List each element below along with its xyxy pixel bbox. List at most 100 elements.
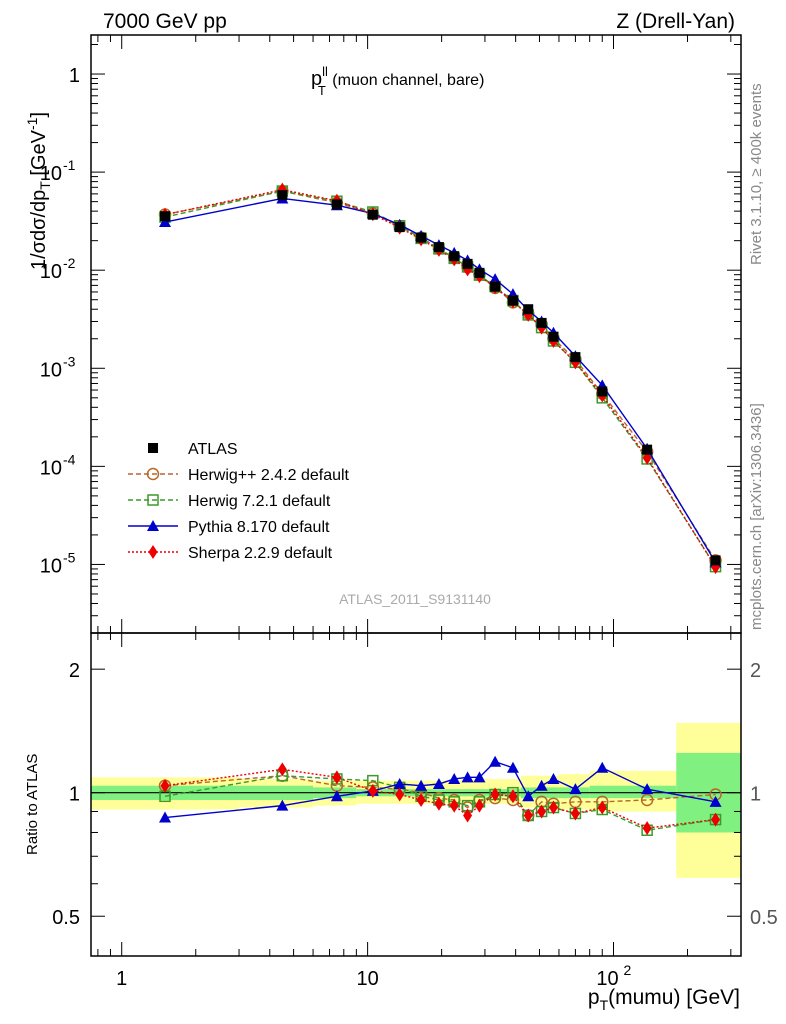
data-point-atlas (710, 555, 721, 566)
ratio-point-sherpa (474, 798, 484, 813)
ratio-point-pythia (596, 761, 609, 773)
legend-label-atlas: ATLAS (188, 441, 238, 458)
ratio-point-pythia (709, 795, 722, 807)
watermark: ATLAS_2011_S9131140 (339, 591, 491, 607)
y-tick-label: 10 (40, 555, 62, 577)
ratio-point-pythia (641, 783, 654, 795)
ratio-point-sherpa (642, 821, 652, 836)
ratio-point-pythia (506, 761, 519, 773)
x-tick-label: 1 (116, 968, 127, 990)
data-point-atlas (449, 251, 460, 262)
data-point-atlas (367, 209, 378, 220)
data-point-atlas (490, 281, 501, 292)
data-point-atlas (507, 295, 518, 306)
ratio-point-sherpa (508, 789, 518, 804)
y-tick-label: 1 (69, 65, 80, 87)
ratio-y-tick-label-right: 1 (750, 784, 761, 806)
ratio-point-sherpa (711, 812, 721, 827)
ratio-point-sherpa (277, 762, 287, 777)
ratio-frame (90, 632, 742, 957)
legend-marker-herwig7 (147, 494, 159, 506)
panel-title-sup: ll (322, 64, 328, 79)
legend-item-herwig7: Herwig 7.2.1 default (128, 493, 331, 510)
ratio-point-sherpa (597, 800, 607, 815)
ratio-point-sherpa (449, 798, 459, 813)
y-tick-label: 10 (40, 359, 62, 381)
ratio-y-tick-label-right: 2 (750, 660, 761, 682)
y-tick-label: 10 (40, 457, 62, 479)
x-tick-label: 10 (596, 968, 618, 990)
y-axis-label-main: 1/σdσ/dpT [GeV-1] (24, 112, 53, 270)
ratio-point-sherpa (368, 783, 378, 798)
ratio-point-pythia (432, 778, 445, 790)
ratio-y-tick-label: 2 (69, 660, 80, 682)
legend-marker-pythia (147, 520, 159, 531)
ratio-point-sherpa (332, 770, 342, 785)
panel-title-sub: T (318, 83, 326, 98)
data-point-atlas (331, 199, 342, 210)
panel-title-rest: (muon channel, bare) (328, 72, 485, 89)
ratio-point-sherpa (160, 778, 170, 793)
header-left: 7000 GeV pp (103, 10, 227, 33)
data-point-atlas (474, 267, 485, 278)
legend-item-sherpa: Sherpa 2.2.9 default (128, 545, 333, 562)
y-tick-label: 10 (40, 261, 62, 283)
ratio-point-sherpa (416, 792, 426, 807)
y-tick-label: 10 (40, 163, 62, 185)
y-tick-label-exponent: -5 (63, 549, 76, 565)
y-tick-label-exponent: -1 (63, 157, 76, 173)
ratio-point-sherpa (570, 806, 580, 821)
header-right: Z (Drell-Yan) (616, 10, 735, 33)
ratio-y-tick-label: 1 (69, 784, 80, 806)
series-atlas (160, 190, 721, 566)
ratio-point-pythia (547, 772, 560, 784)
ratio-y-tick-label: 0.5 (52, 907, 80, 929)
ratio-point-sherpa (490, 787, 500, 802)
data-point-atlas (433, 242, 444, 253)
data-point-atlas (597, 386, 608, 397)
ratio-series-sherpa (160, 762, 721, 836)
ratio-point-pythia (159, 811, 172, 823)
y-tick-label-exponent: -3 (63, 353, 76, 369)
legend-label-pythia: Pythia 8.170 default (188, 519, 330, 536)
panel-title-main: p (311, 68, 322, 90)
ratio-point-sherpa (434, 796, 444, 811)
ratio-point-pythia (276, 799, 289, 811)
data-point-atlas (416, 232, 427, 243)
ratio-point-pythia (393, 778, 406, 790)
data-point-atlas (277, 190, 288, 201)
data-point-atlas (642, 444, 653, 455)
legend-marker-sherpa (148, 545, 158, 559)
ratio-band-inner (589, 785, 677, 799)
rivet-label: Rivet 3.1.10, ≥ 400k events (748, 83, 765, 265)
ratio-point-sherpa (463, 808, 473, 823)
ratio-point-pythia (489, 755, 502, 767)
ratio-point-pythia (535, 779, 548, 791)
data-point-atlas (160, 211, 171, 222)
data-point-atlas (394, 222, 405, 233)
x-tick-label-exponent: 2 (624, 962, 632, 978)
legend-item-herwigpp: Herwig++ 2.4.2 default (128, 467, 350, 484)
legend-label-sherpa: Sherpa 2.2.9 default (188, 545, 333, 562)
data-point-atlas (570, 352, 581, 363)
legend-item-atlas: ATLAS (148, 441, 238, 458)
ratio-point-pythia (330, 790, 343, 802)
legend-marker-atlas (148, 443, 158, 453)
ratio-point-sherpa (523, 808, 533, 823)
data-point-atlas (523, 304, 534, 315)
legend-label-herwigpp: Herwig++ 2.4.2 default (188, 467, 350, 484)
ratio-point-pythia (415, 779, 428, 791)
y-tick-label-exponent: -2 (63, 255, 76, 271)
ratio-point-pythia (461, 771, 474, 783)
x-tick-label: 10 (356, 968, 378, 990)
ratio-point-pythia (448, 772, 461, 784)
main-frame (90, 34, 742, 634)
ratio-point-pythia (522, 790, 535, 802)
legend-marker-herwigpp (146, 467, 160, 481)
ratio-point-pythia (473, 771, 486, 783)
series-sherpa (160, 182, 721, 575)
ratio-y-tick-label-right: 0.5 (750, 907, 778, 929)
ratio-point-sherpa (395, 787, 405, 802)
data-point-atlas (548, 331, 559, 342)
